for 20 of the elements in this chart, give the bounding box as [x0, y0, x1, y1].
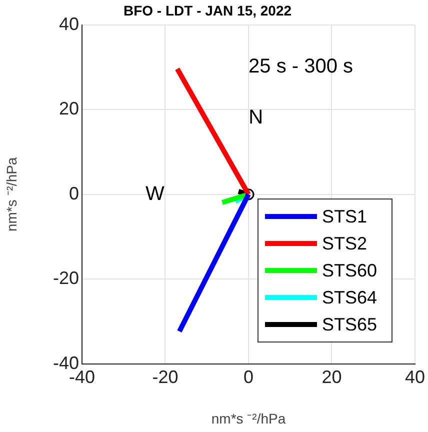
y-tick-label: -20	[52, 268, 79, 288]
legend-label: STS1	[322, 206, 368, 226]
legend-label: STS64	[322, 287, 378, 308]
annotation: 25 s - 300 s	[248, 55, 354, 78]
legend-label: STS65	[322, 314, 378, 334]
y-tick-label: 20	[58, 98, 79, 119]
x-tick-label: 0	[243, 366, 254, 387]
y-tick-label: 0	[68, 183, 79, 204]
legend-label: STS2	[322, 233, 368, 254]
x-axis-title: nm*s ⁻²/hPa	[211, 410, 286, 426]
x-tick-label: 40	[404, 366, 426, 387]
y-tick-label: -40	[52, 352, 79, 373]
x-tick-label: -20	[152, 366, 178, 387]
x-tick-label: 20	[322, 366, 342, 387]
annotation: W	[145, 182, 164, 205]
legend-label: STS60	[322, 260, 378, 280]
chart-title: BFO - LDT - JAN 15, 2022	[123, 2, 292, 18]
y-tick-label: 40	[58, 14, 79, 34]
y-axis-title: nm*s ⁻²/hPa	[3, 157, 20, 232]
annotation: N	[248, 106, 264, 128]
